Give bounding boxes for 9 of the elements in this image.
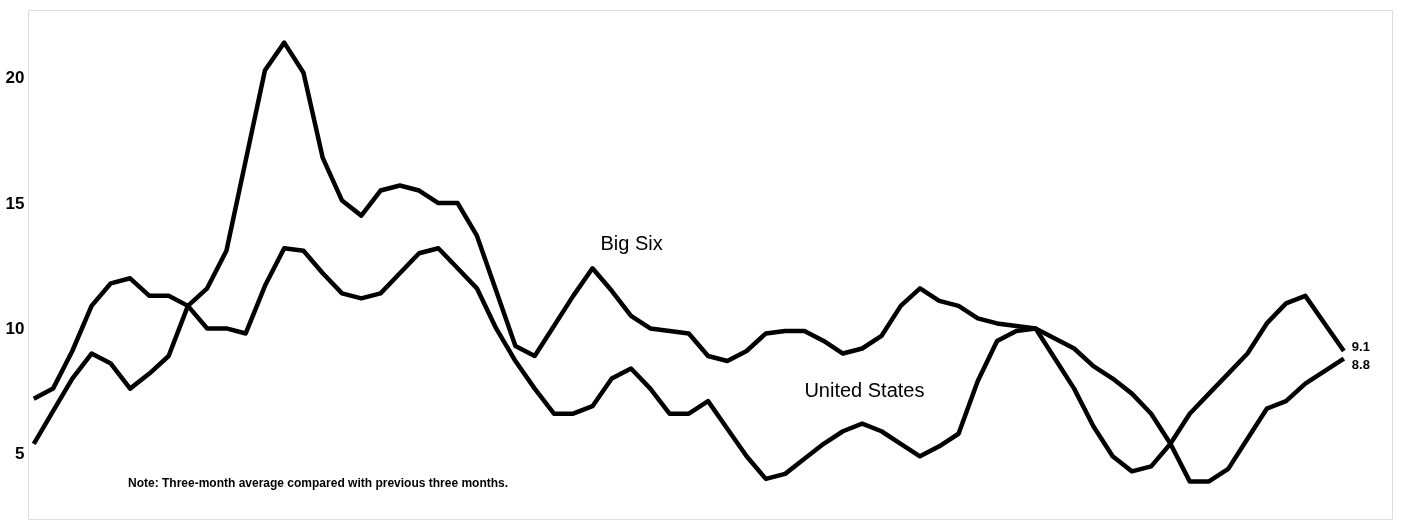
data-label: 8.8 <box>1351 356 1370 372</box>
y-tick-label: 20 <box>5 68 25 88</box>
y-tick-label: 15 <box>5 193 25 213</box>
annotation: Note: Three-month average compared with previous three months. <box>128 476 509 490</box>
series-label: Big Six <box>600 232 663 255</box>
y-tick-label: 5 <box>15 444 25 464</box>
series-label: United States <box>804 378 925 401</box>
data-label: 9.1 <box>1351 339 1370 354</box>
y-tick-label: 10 <box>5 318 25 338</box>
